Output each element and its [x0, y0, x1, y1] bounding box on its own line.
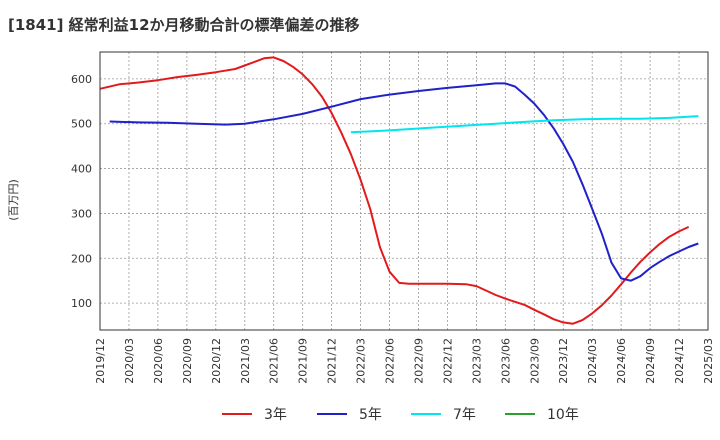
legend-item-3: 7年 — [411, 407, 476, 423]
x-tick-label: 2023/03 — [470, 338, 483, 384]
y-tick-label: 400 — [71, 163, 92, 176]
y-tick-label: 100 — [71, 297, 92, 310]
x-tick-label: 2022/06 — [384, 338, 397, 384]
x-tick-label: 2020/12 — [210, 338, 223, 384]
series-line-2 — [109, 82, 699, 282]
x-tick-label: 2024/09 — [644, 338, 657, 384]
x-tick-label: 2020/06 — [152, 338, 165, 384]
x-axis-ticks: 2019/12 2020/03 2020/06 2020/09 2020/12 2021/… — [94, 338, 715, 384]
y-tick-label: 200 — [71, 252, 92, 265]
y-tick-label: 600 — [71, 73, 92, 86]
plot-frame — [99, 51, 709, 331]
x-tick-label: 2022/03 — [355, 338, 368, 384]
x-tick-label: 2020/03 — [123, 338, 136, 384]
legend-label: 5年 — [359, 407, 382, 423]
y-axis-label: (百万円) — [7, 179, 20, 221]
grid-layer — [99, 52, 709, 330]
legend-item-4: 10年 — [505, 407, 579, 423]
series-layer — [99, 56, 699, 325]
x-tick-label: 2020/09 — [181, 338, 194, 384]
legend-label: 10年 — [547, 407, 579, 423]
x-tick-label: 2024/03 — [586, 338, 599, 384]
series-line-1 — [99, 56, 690, 325]
x-tick-label: 2023/12 — [557, 338, 570, 384]
x-tick-label: 2019/12 — [94, 338, 107, 384]
legend-label: 3年 — [264, 407, 287, 423]
x-tick-label: 2022/09 — [412, 338, 425, 384]
x-tick-label: 2023/06 — [499, 338, 512, 384]
x-tick-label: 2021/06 — [268, 338, 281, 384]
series-line-3 — [350, 115, 699, 134]
x-tick-label: 2024/06 — [615, 338, 628, 384]
y-tick-label: 500 — [71, 118, 92, 131]
x-tick-label: 2024/12 — [673, 338, 686, 384]
x-tick-label: 2021/09 — [297, 338, 310, 384]
x-tick-label: 2022/12 — [441, 338, 454, 384]
legend-item-1: 3年 — [222, 407, 287, 423]
x-tick-label: 2023/09 — [528, 338, 541, 384]
y-axis-ticks: 100 200 300 400 500 600 — [71, 73, 92, 310]
x-tick-label: 2021/12 — [326, 338, 339, 384]
y-tick-label: 300 — [71, 207, 92, 220]
legend: 3年 5年 7年 10年 — [222, 407, 579, 423]
x-tick-label: 2021/03 — [239, 338, 252, 384]
legend-label: 7年 — [453, 407, 476, 423]
chart-title: [1841] 経常利益12か月移動合計の標準偏差の推移 — [8, 16, 360, 34]
x-tick-label: 2025/03 — [702, 338, 715, 384]
legend-item-2: 5年 — [317, 407, 382, 423]
